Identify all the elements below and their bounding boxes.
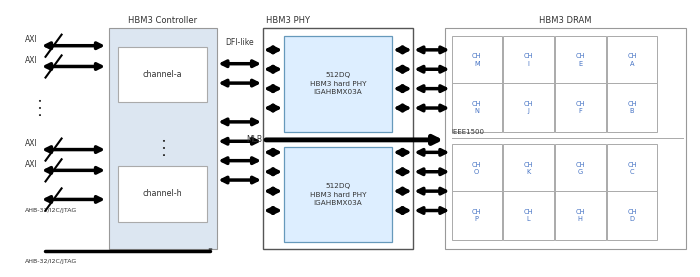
Bar: [262, 28, 413, 249]
Text: channel-a: channel-a: [142, 70, 182, 79]
Text: . . .: . . .: [34, 98, 43, 116]
Bar: [284, 147, 392, 242]
Text: AXI: AXI: [25, 160, 37, 169]
Bar: [452, 36, 502, 84]
Text: 512DQ
HBM3 hard PHY
IGAHBMX03A: 512DQ HBM3 hard PHY IGAHBMX03A: [309, 72, 366, 95]
Bar: [108, 28, 217, 249]
Bar: [607, 83, 657, 132]
Text: AHB-32/I2C/JTAG: AHB-32/I2C/JTAG: [25, 259, 77, 264]
Text: CH
L: CH L: [524, 209, 533, 222]
Bar: [555, 36, 606, 84]
Text: AXI: AXI: [25, 35, 37, 44]
Bar: [118, 166, 206, 222]
Text: CH
A: CH A: [627, 53, 637, 67]
Bar: [555, 144, 606, 193]
Bar: [555, 191, 606, 240]
Text: DFI-like: DFI-like: [225, 38, 254, 47]
Text: HBM3 DRAM: HBM3 DRAM: [539, 16, 592, 25]
Bar: [118, 47, 206, 102]
Text: CH
D: CH D: [627, 209, 637, 222]
Bar: [607, 144, 657, 193]
Text: HBM3 Controller: HBM3 Controller: [128, 16, 197, 25]
Text: CH
P: CH P: [472, 209, 482, 222]
Text: CH
C: CH C: [627, 161, 637, 175]
Text: AHB-32/I2C/JTAG: AHB-32/I2C/JTAG: [25, 208, 77, 213]
Text: CH
B: CH B: [627, 101, 637, 114]
Bar: [452, 144, 502, 193]
Text: CH
J: CH J: [524, 101, 533, 114]
Bar: [444, 28, 686, 249]
Bar: [452, 191, 502, 240]
Text: AXI: AXI: [25, 56, 37, 65]
Text: CH
F: CH F: [575, 101, 585, 114]
Bar: [284, 36, 392, 132]
Text: AXI: AXI: [25, 139, 37, 148]
Text: . . .: . . .: [158, 138, 168, 156]
Bar: [607, 36, 657, 84]
Text: CH
O: CH O: [472, 161, 482, 175]
Text: CH
M: CH M: [472, 53, 482, 67]
Bar: [503, 191, 554, 240]
Text: HBM3 PHY: HBM3 PHY: [266, 16, 310, 25]
Text: IEEE1500: IEEE1500: [452, 129, 484, 135]
Bar: [452, 83, 502, 132]
Bar: [503, 144, 554, 193]
Text: CH
E: CH E: [575, 53, 585, 67]
Text: CH
H: CH H: [575, 209, 585, 222]
Text: CH
G: CH G: [575, 161, 585, 175]
Text: MLB: MLB: [246, 135, 262, 144]
Text: CH
I: CH I: [524, 53, 533, 67]
Text: CH
K: CH K: [524, 161, 533, 175]
Bar: [503, 83, 554, 132]
Bar: [555, 83, 606, 132]
Text: 512DQ
HBM3 hard PHY
IGAHBMX03A: 512DQ HBM3 hard PHY IGAHBMX03A: [309, 183, 366, 206]
Bar: [503, 36, 554, 84]
Bar: [607, 191, 657, 240]
Text: channel-h: channel-h: [142, 189, 182, 198]
Text: CH
N: CH N: [472, 101, 482, 114]
